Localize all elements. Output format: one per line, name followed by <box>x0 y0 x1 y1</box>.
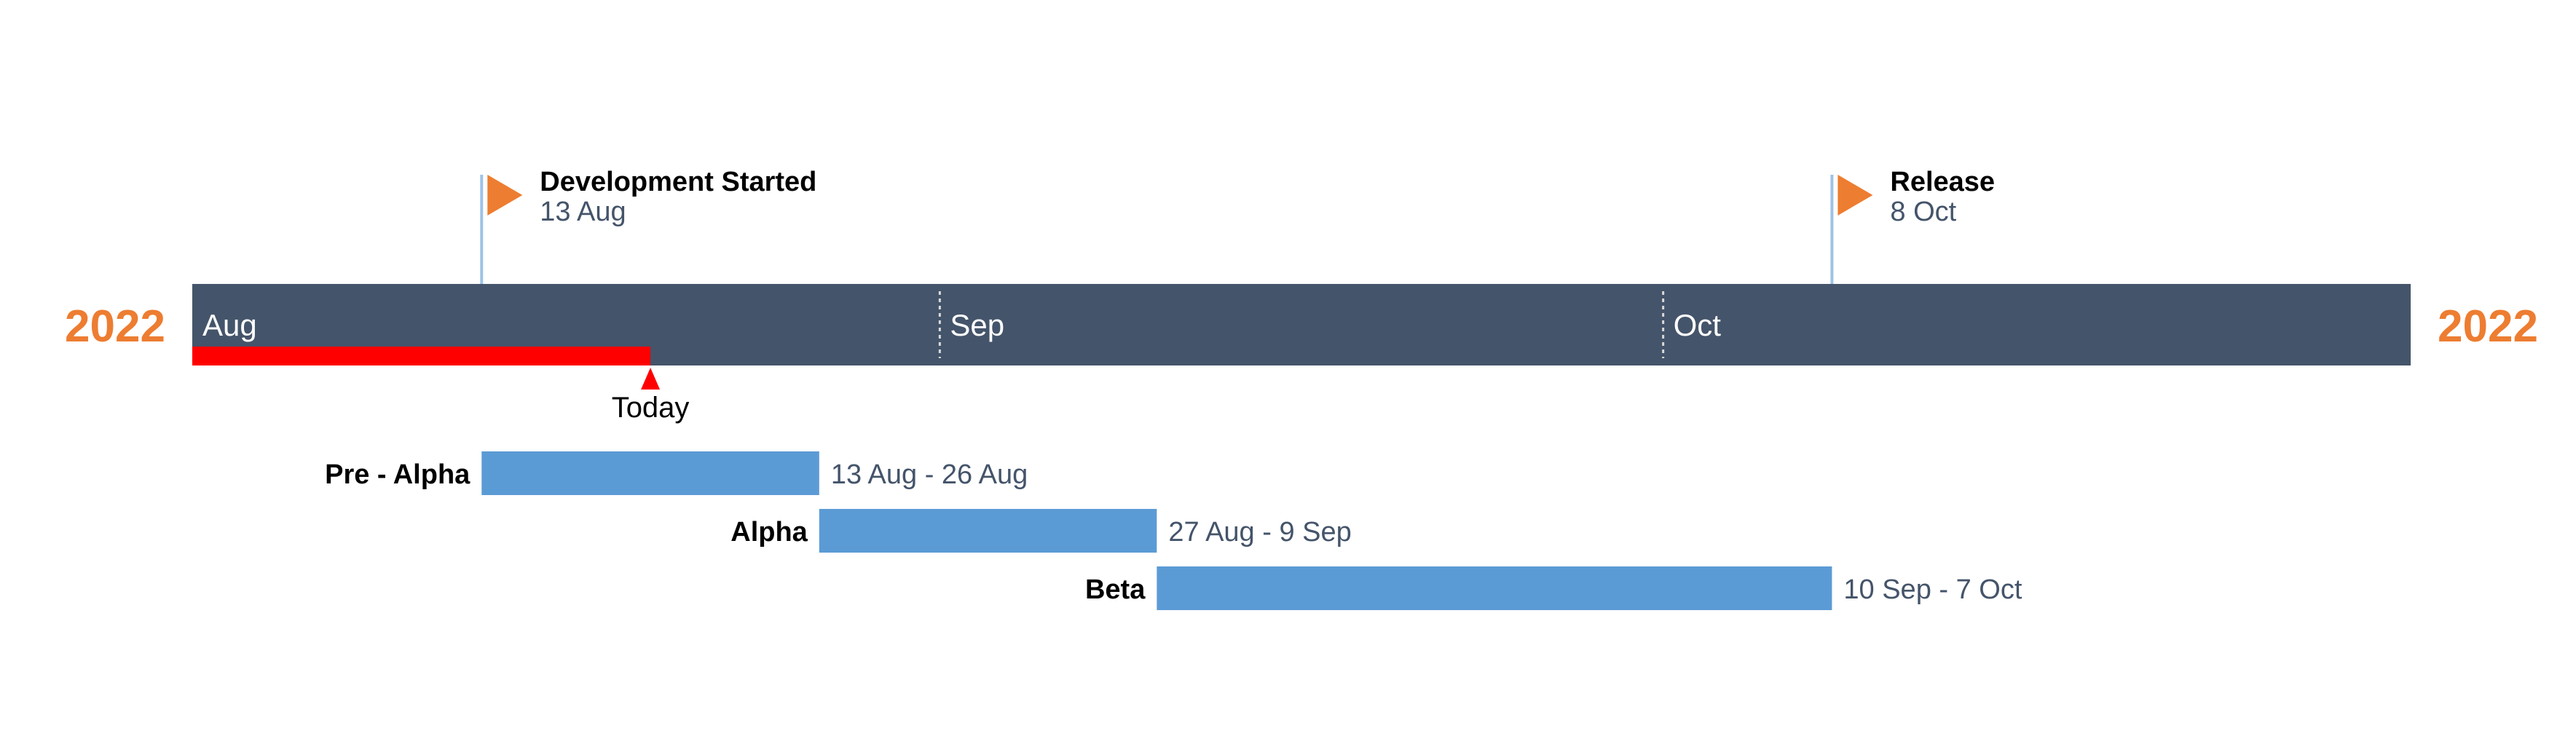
month-label-sep: Sep <box>950 308 1004 342</box>
month-scale: Aug Sep Oct <box>202 291 1721 358</box>
year-label-left: 2022 <box>65 301 165 352</box>
tasks: Pre - Alpha 13 Aug - 26 Aug Alpha 27 Aug - … <box>325 451 2022 610</box>
month-label-oct: Oct <box>1674 308 1722 342</box>
milestone-title: Development Started <box>540 167 816 197</box>
milestone-date: 13 Aug <box>540 197 626 227</box>
year-label-right: 2022 <box>2438 301 2538 352</box>
task-name: Alpha <box>730 517 808 548</box>
task-date-range: 10 Sep - 7 Oct <box>1843 574 2022 605</box>
milestone-title: Release <box>1890 167 1995 197</box>
milestone-date: 8 Oct <box>1890 197 1956 227</box>
task-date-range: 27 Aug - 9 Sep <box>1168 517 1351 548</box>
flag-icon <box>487 175 523 216</box>
today-label: Today <box>612 392 690 424</box>
task-date-range: 13 Aug - 26 Aug <box>831 459 1028 490</box>
task-bar <box>819 509 1157 553</box>
task-name: Pre - Alpha <box>325 459 470 490</box>
today-progress-bar <box>192 347 651 365</box>
task-bar <box>1157 566 1832 610</box>
task-pre-alpha: Pre - Alpha 13 Aug - 26 Aug <box>325 451 1028 495</box>
flag-icon <box>1838 175 1873 216</box>
task-beta: Beta 10 Sep - 7 Oct <box>1085 566 2022 610</box>
month-label-aug: Aug <box>202 308 257 342</box>
task-name: Beta <box>1085 574 1146 605</box>
today-marker: Today <box>192 347 689 424</box>
task-alpha: Alpha 27 Aug - 9 Sep <box>730 509 1352 553</box>
task-bar <box>481 451 819 495</box>
today-triangle-icon <box>641 368 661 390</box>
